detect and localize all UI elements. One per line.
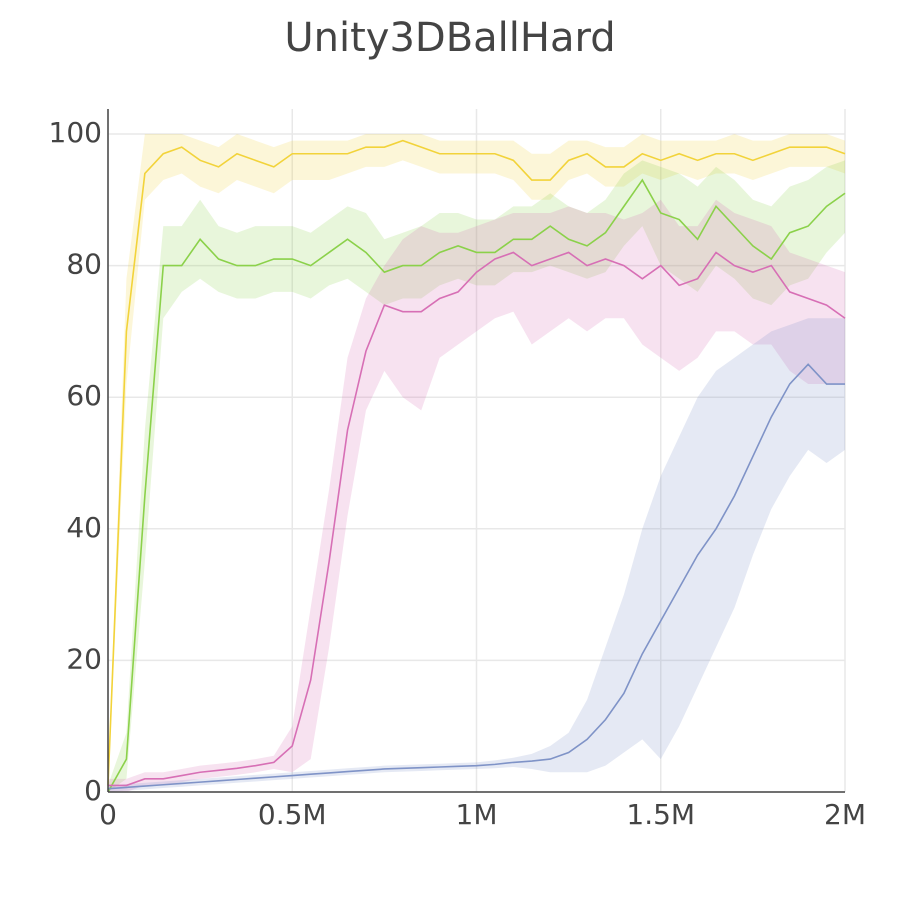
y-tick-label: 20 [66,642,102,675]
x-tick-label: 1.5M [626,798,695,831]
x-tick-label: 1M [456,798,498,831]
x-tick-label: 0.5M [258,798,327,831]
series-line [108,251,846,787]
x-tick-label: 2M [824,798,866,831]
series-line [107,139,846,786]
series-line [107,178,846,793]
x-tick-label: 0 [99,798,117,831]
confidence-band [108,160,845,792]
chart-title: Unity3DBallHard [284,15,615,61]
series-line [107,363,845,790]
y-tick-label: 60 [66,379,102,412]
confidence-band [108,318,845,792]
y-tick-label: 0 [84,774,102,807]
y-tick-label: 80 [66,248,102,281]
confidence-band [108,199,845,793]
y-tick-label: 100 [49,116,102,149]
y-tick-label: 40 [66,511,102,544]
